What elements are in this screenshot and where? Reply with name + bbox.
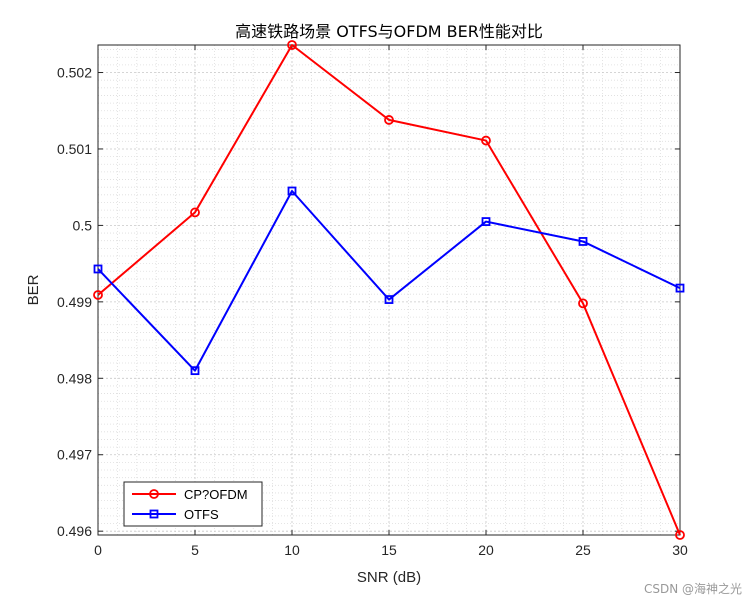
series-line-1: [97, 44, 681, 536]
y-axis-label: BER: [25, 274, 42, 305]
y-tick-label: 0.501: [57, 141, 92, 157]
series-1-point: [93, 290, 103, 300]
y-tick-label: 0.496: [57, 523, 92, 539]
x-tick-label: 20: [478, 542, 494, 558]
series-1-point: [675, 530, 685, 540]
tick-labels: 0 5 10 15 20 25 30 0.496 0.497 0.498 0.499 0.5 0.501…: [57, 65, 688, 558]
legend-label-2: OTFS: [184, 507, 219, 522]
y-tick-label: 0.498: [57, 370, 92, 386]
y-tick-label: 0.5: [73, 217, 93, 233]
axes: [97, 44, 681, 536]
x-tick-label: 5: [191, 542, 199, 558]
series-2-point: [384, 295, 394, 304]
series-2-point: [481, 217, 491, 226]
series-2-point: [93, 264, 103, 274]
x-tick-label: 0: [94, 542, 102, 558]
series-layer: [93, 40, 685, 540]
series-1-point: [287, 40, 297, 50]
y-tick-label: 0.497: [57, 447, 92, 463]
legend-label-1: CP?OFDM: [184, 487, 248, 502]
legend: CP?OFDM OTFS: [123, 481, 263, 527]
series-line-2: [97, 190, 681, 372]
legend-marker-2: [149, 509, 159, 519]
series-2-point: [190, 366, 200, 376]
series-1-point: [481, 135, 491, 146]
series-2-point: [675, 283, 685, 293]
series-1-point: [578, 298, 588, 309]
series-2-point: [287, 186, 297, 196]
y-tick-label: 0.499: [57, 294, 92, 310]
x-tick-label: 30: [672, 542, 688, 558]
x-tick-label: 15: [381, 542, 397, 558]
x-axis-label: SNR (dB): [357, 569, 421, 586]
watermark: CSDN @海神之光: [644, 581, 742, 596]
chart-title: 高速铁路场景 OTFS与OFDM BER性能对比: [235, 22, 543, 41]
legend-marker-1: [149, 489, 159, 499]
legend-box: [123, 481, 263, 527]
x-tick-label: 25: [575, 542, 591, 558]
series-1-point: [190, 207, 200, 218]
y-tick-label: 0.502: [57, 65, 92, 81]
series-1-point: [384, 115, 394, 125]
series-2-point: [578, 237, 588, 246]
x-tick-label: 10: [284, 542, 300, 558]
